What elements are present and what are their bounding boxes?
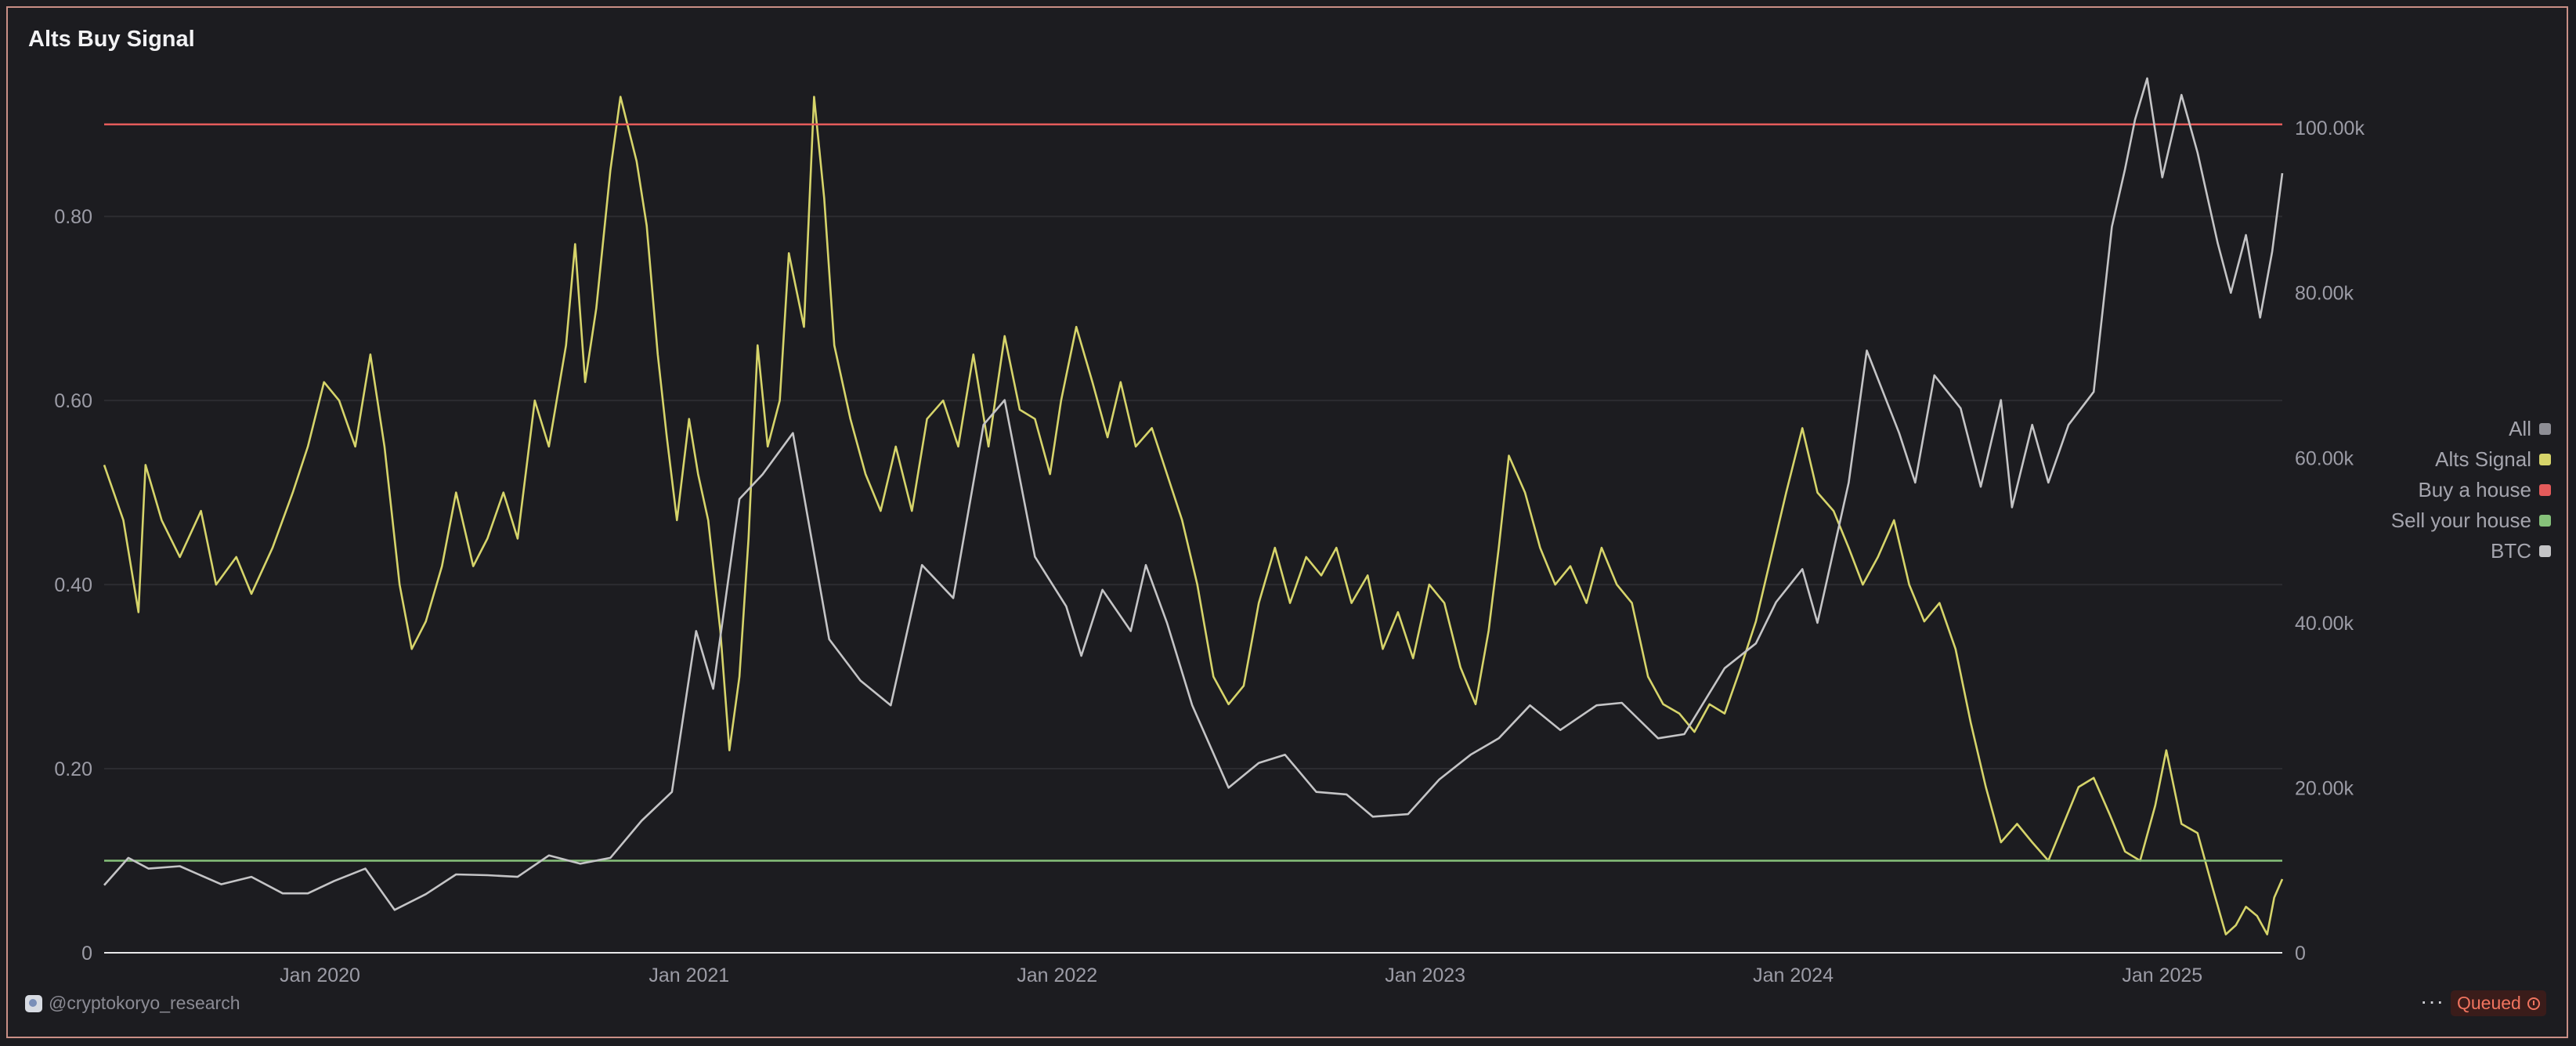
brand-logo-icon — [25, 994, 42, 1012]
legend-label: All — [2509, 417, 2531, 440]
status-text: Queued — [2457, 993, 2521, 1013]
chart-panel: Alts Buy Signal — [6, 6, 2568, 1038]
legend-item[interactable]: Buy a house — [2391, 475, 2551, 505]
x-tick-label: Jan 2021 — [649, 965, 729, 986]
y-right-tick-label: 80.00k — [2295, 283, 2354, 305]
clock-icon — [2527, 997, 2540, 1010]
legend-swatch — [2539, 545, 2551, 557]
legend-item[interactable]: Sell your house — [2391, 505, 2551, 536]
x-tick-label: Jan 2025 — [2122, 965, 2202, 986]
more-options-button[interactable]: ··· — [2420, 989, 2444, 1013]
grid-lines — [104, 215, 2282, 770]
legend-swatch — [2539, 515, 2551, 527]
y-left-tick-label: 0 — [81, 943, 92, 965]
legend-label: BTC — [2491, 539, 2531, 563]
x-tick-label: Jan 2020 — [280, 965, 360, 986]
legend-swatch — [2539, 484, 2551, 496]
legend-label: Buy a house — [2418, 478, 2531, 501]
legend-swatch — [2539, 423, 2551, 435]
x-tick-label: Jan 2022 — [1017, 965, 1097, 986]
legend-item[interactable]: BTC — [2391, 536, 2551, 566]
y-left-tick-label: 0.20 — [54, 758, 92, 780]
legend: All Alts Signal Buy a house Sell your house… — [2391, 414, 2551, 566]
legend-label: Alts Signal — [2435, 447, 2531, 471]
watermark: @cryptokoryo_research — [25, 993, 240, 1014]
y-right-tick-label: 20.00k — [2295, 777, 2354, 799]
y-right-tick-label: 40.00k — [2295, 613, 2354, 635]
series-line — [103, 77, 2284, 911]
legend-item[interactable]: Alts Signal — [2391, 444, 2551, 475]
legend-item[interactable]: All — [2391, 414, 2551, 444]
legend-swatch — [2539, 454, 2551, 465]
y-right-tick-label: 60.00k — [2295, 447, 2354, 469]
watermark-text: @cryptokoryo_research — [49, 993, 240, 1013]
y-left-tick-label: 0.60 — [54, 390, 92, 412]
series-lines — [103, 77, 2284, 936]
status-badge[interactable]: Queued — [2451, 990, 2546, 1016]
y-left-tick-label: 0.40 — [54, 574, 92, 596]
y-right-tick-label: 100.00k — [2295, 118, 2365, 139]
series-line — [103, 96, 2284, 936]
y-right-tick-label: 0 — [2295, 943, 2306, 965]
y-left-tick-label: 0.80 — [54, 206, 92, 228]
legend-label: Sell your house — [2390, 509, 2531, 532]
x-tick-label: Jan 2023 — [1385, 965, 1465, 986]
axes: 0 0.20 0.40 0.60 0.80 0 20.00k 40.00k 60.00k 80.0… — [54, 118, 2365, 986]
chart-title: Alts Buy Signal — [28, 27, 195, 52]
x-tick-label: Jan 2024 — [1753, 965, 1834, 986]
